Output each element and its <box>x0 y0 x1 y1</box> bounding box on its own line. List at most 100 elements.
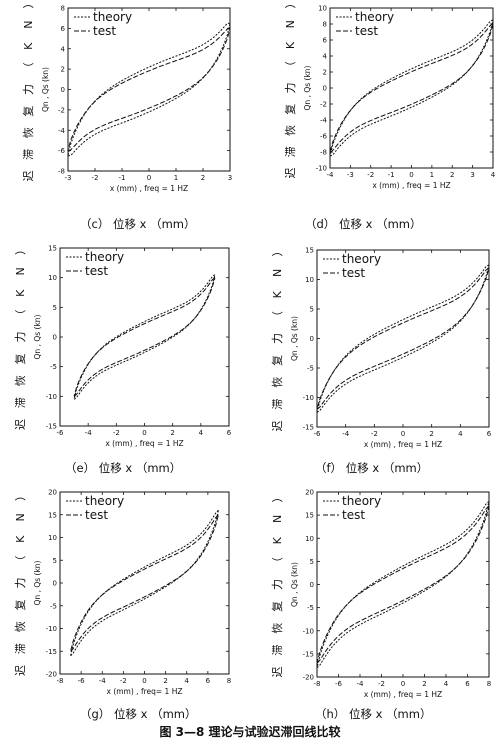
theory-curve <box>73 274 216 400</box>
x-tick-label: -2 <box>378 680 385 688</box>
x-tick-label: 3 <box>470 171 474 179</box>
vertical-label-char: 迟 <box>271 667 284 678</box>
x-axis-label: x (mm) , freq = 1 HZ <box>110 184 188 193</box>
y-tick-label: -10 <box>303 394 314 402</box>
vertical-label-char: 恢 <box>271 623 284 634</box>
y-axis-label: Qn , Qs (kn) <box>290 316 299 361</box>
x-tick-label: -4 <box>85 429 93 437</box>
x-tick-label: 8 <box>487 680 491 688</box>
x-tick-label: 6 <box>206 677 211 685</box>
y-axis-label: Qn , Qs (kn) <box>303 65 312 110</box>
y-tick-label: 5 <box>310 306 314 314</box>
x-tick-label: 2 <box>170 429 174 437</box>
test-curve <box>73 277 216 397</box>
vertical-label-char: ） <box>271 246 284 257</box>
vertical-label-char: 力 <box>271 333 284 344</box>
y-tick-label: -20 <box>46 671 57 679</box>
y-tick-label: -6 <box>58 147 66 155</box>
theory-curve <box>316 500 490 668</box>
y-tick-label: -15 <box>303 650 314 658</box>
vertical-label-char: 复 <box>270 601 284 612</box>
legend-label: test <box>355 24 378 38</box>
legend-label: theory <box>342 494 381 508</box>
x-tick-label: -3 <box>347 171 354 179</box>
test-curve <box>73 277 216 397</box>
y-tick-label: -6 <box>320 133 328 141</box>
theory-curve <box>316 501 490 669</box>
panel-caption: （f） 位移 x （mm） <box>315 461 428 475</box>
y-tick-label: 0 <box>323 85 327 93</box>
vertical-label-char: 恢 <box>22 127 35 138</box>
vertical-label-char: 力 <box>271 579 284 590</box>
vertical-label-char: K <box>271 536 284 544</box>
vertical-label-char: 滞 <box>22 149 35 160</box>
x-tick-label: 2 <box>429 430 433 438</box>
vertical-label-char: 恢 <box>271 377 284 388</box>
x-axis-label: x (mm) , freq = 1 HZ <box>372 181 450 190</box>
vertical-label-char: （ <box>14 310 27 321</box>
x-tick-label: 4 <box>444 680 449 688</box>
vertical-label-char: 力 <box>22 84 35 95</box>
x-tick-label: 2 <box>201 174 205 182</box>
x-tick-label: 1 <box>430 171 434 179</box>
legend-label: theory <box>93 10 132 24</box>
x-tick-label: -8 <box>314 680 321 688</box>
test-curve <box>316 267 490 410</box>
y-tick-label: 10 <box>305 535 314 543</box>
vertical-label-char: 复 <box>283 104 297 115</box>
y-tick-label: 5 <box>53 557 57 565</box>
vertical-label-char: 复 <box>21 106 35 117</box>
x-tick-label: -4 <box>99 677 107 685</box>
y-tick-label: 15 <box>305 247 314 255</box>
panel-caption: （c） 位移 x （mm） <box>80 217 196 231</box>
x-tick-label: -2 <box>120 677 127 685</box>
panel-caption: （g） 位移 x （mm） <box>80 707 196 721</box>
theory-curve <box>70 510 219 657</box>
y-tick-label: 5 <box>53 304 57 312</box>
y-tick-label: 10 <box>48 534 57 542</box>
y-tick-label: 5 <box>310 558 314 566</box>
x-tick-label: 4 <box>185 677 190 685</box>
x-tick-label: -1 <box>388 171 395 179</box>
x-tick-label: -2 <box>367 171 374 179</box>
y-tick-label: 8 <box>323 21 327 29</box>
y-tick-label: 15 <box>48 245 57 253</box>
y-tick-label: -5 <box>307 604 314 612</box>
vertical-label-char: 迟 <box>22 171 35 182</box>
panel-caption: （e） 位移 x （mm） <box>65 461 181 475</box>
x-tick-label: -6 <box>78 677 86 685</box>
x-tick-label: -2 <box>371 430 378 438</box>
vertical-label-char: 力 <box>14 332 27 343</box>
legend-label: test <box>342 266 365 280</box>
test-curve <box>316 267 490 410</box>
y-tick-label: 15 <box>48 511 57 519</box>
y-tick-label: 0 <box>61 86 65 94</box>
y-tick-label: -10 <box>46 393 57 401</box>
x-tick-label: 8 <box>227 677 231 685</box>
vertical-label-char: N <box>271 269 284 277</box>
legend-label: test <box>93 24 116 38</box>
legend-label: test <box>85 508 108 522</box>
vertical-label-char: K <box>284 41 297 49</box>
vertical-label-char: 滞 <box>271 645 284 656</box>
y-tick-label: -5 <box>307 365 314 373</box>
x-tick-label: 2 <box>450 171 454 179</box>
vertical-label-char: N <box>284 20 297 28</box>
y-tick-label: -5 <box>50 602 57 610</box>
test-curve <box>316 505 490 664</box>
legend-label: theory <box>342 252 381 266</box>
x-axis-label: x (mm) , freq = 1 HZ <box>364 440 442 449</box>
y-tick-label: -15 <box>46 423 57 431</box>
test-curve <box>316 505 490 664</box>
y-axis-label: Qn , Qs (kn) <box>33 314 42 359</box>
vertical-label-char: （ <box>284 61 297 72</box>
test-curve <box>70 514 219 652</box>
vertical-label-char: N <box>14 513 27 521</box>
x-tick-label: 0 <box>147 174 151 182</box>
vertical-label-char: K <box>22 42 35 50</box>
y-tick-label: 2 <box>323 69 327 77</box>
legend-label: theory <box>85 494 124 508</box>
vertical-label-char: 迟 <box>14 665 27 676</box>
